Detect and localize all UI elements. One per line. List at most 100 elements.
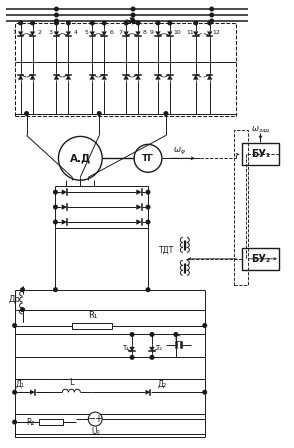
Text: 11: 11 (186, 30, 194, 35)
Text: T₂: T₂ (156, 345, 163, 351)
Text: 2: 2 (38, 30, 41, 35)
Circle shape (21, 288, 24, 292)
Text: C: C (175, 335, 181, 344)
Polygon shape (155, 75, 161, 80)
Text: БУ₁: БУ₁ (251, 149, 270, 159)
Bar (72, 323, 112, 329)
Text: 10: 10 (173, 30, 181, 35)
Circle shape (203, 324, 206, 327)
Polygon shape (18, 75, 23, 80)
Text: А.Д: А.Д (70, 153, 91, 164)
Circle shape (19, 21, 22, 25)
Text: U₀: U₀ (91, 426, 100, 435)
Polygon shape (66, 75, 71, 80)
Text: Д₁: Д₁ (16, 380, 25, 389)
Polygon shape (30, 75, 35, 80)
Polygon shape (155, 31, 161, 36)
Polygon shape (207, 31, 213, 36)
Circle shape (55, 21, 58, 25)
Text: $\omega_{зад}$: $\omega_{зад}$ (251, 124, 270, 135)
Circle shape (13, 420, 16, 424)
Text: ТДТ: ТДТ (159, 246, 175, 254)
Text: L: L (69, 378, 74, 387)
Text: 1: 1 (13, 30, 16, 35)
Bar (39, 419, 64, 425)
Circle shape (54, 288, 57, 292)
Circle shape (88, 412, 102, 426)
Polygon shape (62, 190, 67, 195)
Text: 3: 3 (49, 30, 52, 35)
Circle shape (13, 390, 16, 394)
Circle shape (210, 7, 213, 11)
Polygon shape (135, 31, 141, 36)
Circle shape (97, 112, 101, 115)
Circle shape (59, 136, 102, 180)
Text: 6: 6 (109, 30, 113, 35)
Polygon shape (89, 31, 95, 36)
Polygon shape (101, 31, 107, 36)
Circle shape (55, 7, 58, 11)
Circle shape (21, 308, 24, 311)
Circle shape (25, 112, 28, 115)
Circle shape (54, 220, 57, 224)
Circle shape (146, 220, 150, 224)
Text: ТГ: ТГ (142, 154, 154, 163)
Bar (15, 23, 235, 116)
Text: T₁: T₁ (122, 345, 128, 351)
Text: 12: 12 (213, 30, 220, 35)
Circle shape (208, 21, 211, 25)
Circle shape (13, 324, 16, 327)
Circle shape (54, 205, 57, 209)
Text: R₂: R₂ (26, 418, 35, 426)
Text: −: − (88, 414, 96, 424)
Bar (234, 130, 248, 285)
Circle shape (174, 333, 178, 336)
Polygon shape (54, 31, 59, 36)
Polygon shape (129, 17, 135, 22)
Polygon shape (136, 219, 142, 225)
Text: Д₂: Д₂ (157, 380, 166, 389)
Polygon shape (18, 31, 23, 36)
Text: 9: 9 (150, 30, 154, 35)
Polygon shape (136, 204, 142, 210)
Circle shape (131, 19, 135, 23)
Circle shape (102, 21, 106, 25)
Circle shape (164, 112, 168, 115)
Polygon shape (62, 204, 67, 210)
Circle shape (91, 21, 94, 25)
Circle shape (66, 21, 70, 25)
Circle shape (31, 21, 34, 25)
Polygon shape (30, 31, 35, 36)
Polygon shape (30, 390, 35, 395)
Circle shape (131, 13, 135, 17)
Circle shape (150, 356, 154, 359)
Polygon shape (54, 75, 59, 80)
Circle shape (194, 21, 198, 25)
Bar (242, 143, 279, 165)
Circle shape (130, 356, 134, 359)
Polygon shape (146, 390, 151, 395)
Polygon shape (167, 31, 173, 36)
Polygon shape (193, 75, 198, 80)
Polygon shape (129, 347, 135, 351)
Text: R₁: R₁ (88, 311, 97, 320)
Text: 7: 7 (118, 30, 122, 35)
Text: 8: 8 (143, 30, 147, 35)
Polygon shape (135, 75, 141, 80)
Text: 5: 5 (84, 30, 88, 35)
Circle shape (130, 333, 134, 336)
Polygon shape (193, 31, 198, 36)
Text: БУ₂: БУ₂ (251, 254, 270, 264)
Circle shape (210, 19, 213, 23)
Polygon shape (167, 75, 173, 80)
Circle shape (146, 190, 150, 194)
Polygon shape (149, 347, 155, 351)
Circle shape (210, 13, 213, 17)
Circle shape (146, 288, 150, 292)
Circle shape (134, 144, 162, 172)
Circle shape (146, 205, 150, 209)
Bar (242, 248, 279, 270)
Circle shape (203, 390, 206, 394)
Circle shape (136, 21, 140, 25)
Circle shape (150, 333, 154, 336)
